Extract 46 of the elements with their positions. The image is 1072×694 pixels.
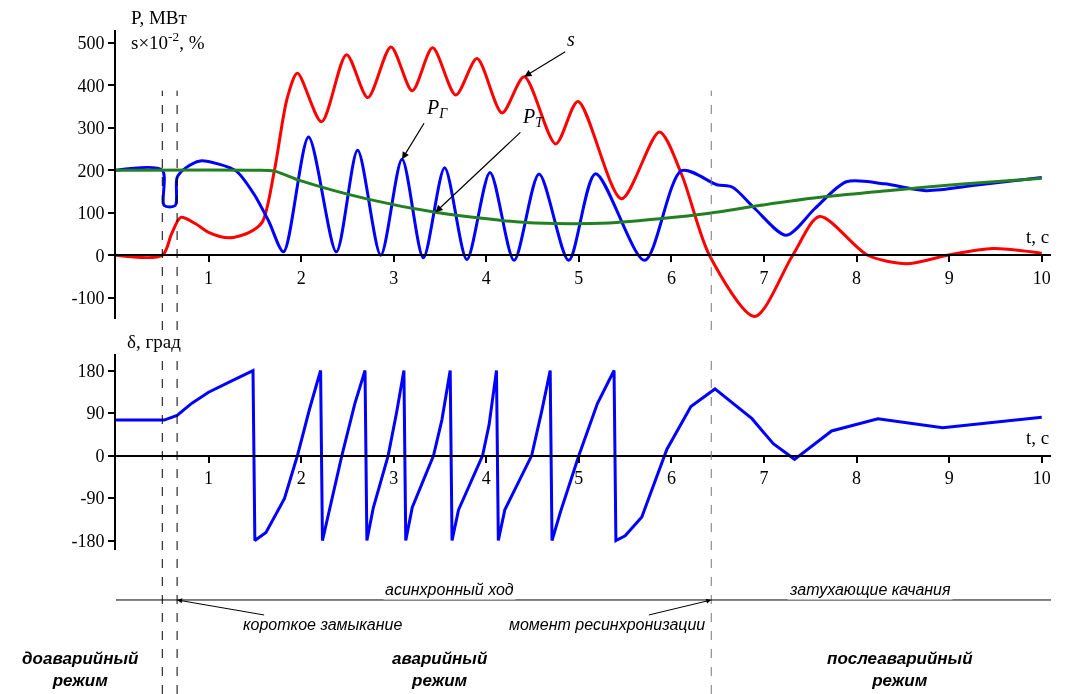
text: доаварийный режим [22, 649, 139, 691]
x-tick-label: 5 [574, 468, 584, 489]
x-tick-label: 8 [852, 267, 862, 288]
ref-line-label: короткое замыкание [243, 616, 403, 633]
x-tick-label: 3 [389, 267, 399, 288]
ref-line-label: момент ресинхронизации [509, 616, 706, 633]
x-tick-label: 3 [389, 468, 399, 489]
y-tick-label: 0 [95, 245, 105, 266]
x-tick-label: 4 [481, 468, 491, 489]
y-tick-label: 200 [77, 160, 105, 181]
y-tick-label: 180 [77, 360, 105, 381]
x-axis-title: t, с [1026, 226, 1050, 247]
text: s [567, 28, 575, 50]
y-tick-label: 0 [95, 445, 105, 466]
text: аварийный режим [392, 649, 488, 691]
x-axis-title: t, с [1026, 427, 1050, 448]
x-tick-label: 10 [1032, 267, 1051, 288]
y-tick-label: -180 [71, 530, 105, 551]
x-tick-label: 6 [666, 267, 676, 288]
text: P$_{Г}$ [426, 96, 449, 122]
y-tick-label: 100 [77, 203, 105, 224]
y-tick-label: 300 [77, 118, 105, 139]
x-tick-label: 7 [759, 267, 769, 288]
text: асинхронный ход [385, 581, 514, 598]
text: P$_{Т}$ [522, 105, 545, 131]
y-tick-label: 500 [77, 33, 105, 54]
x-tick-label: 9 [944, 267, 954, 288]
y-tick-label: 90 [86, 403, 105, 424]
y-tick-label: -90 [80, 488, 105, 509]
text: затухающие качания [789, 581, 952, 598]
x-tick-label: 1 [204, 267, 214, 288]
x-tick-label: 6 [666, 468, 676, 489]
x-tick-label: 2 [296, 267, 306, 288]
x-tick-label: 8 [852, 468, 862, 489]
y-tick-label: 400 [77, 75, 105, 96]
x-tick-label: 7 [759, 468, 769, 489]
y-axis-title: P, МВт s×10$^{-2}$, % [131, 7, 205, 53]
x-tick-label: 4 [481, 267, 491, 288]
x-tick-label: 10 [1032, 468, 1051, 489]
y-axis-title: δ, град [127, 331, 182, 352]
y-tick-label: -100 [71, 288, 105, 309]
x-tick-label: 5 [574, 267, 584, 288]
x-tick-label: 9 [944, 468, 954, 489]
x-tick-label: 2 [296, 468, 306, 489]
text: послеаварийный режим [827, 649, 974, 691]
x-tick-label: 1 [204, 468, 214, 489]
